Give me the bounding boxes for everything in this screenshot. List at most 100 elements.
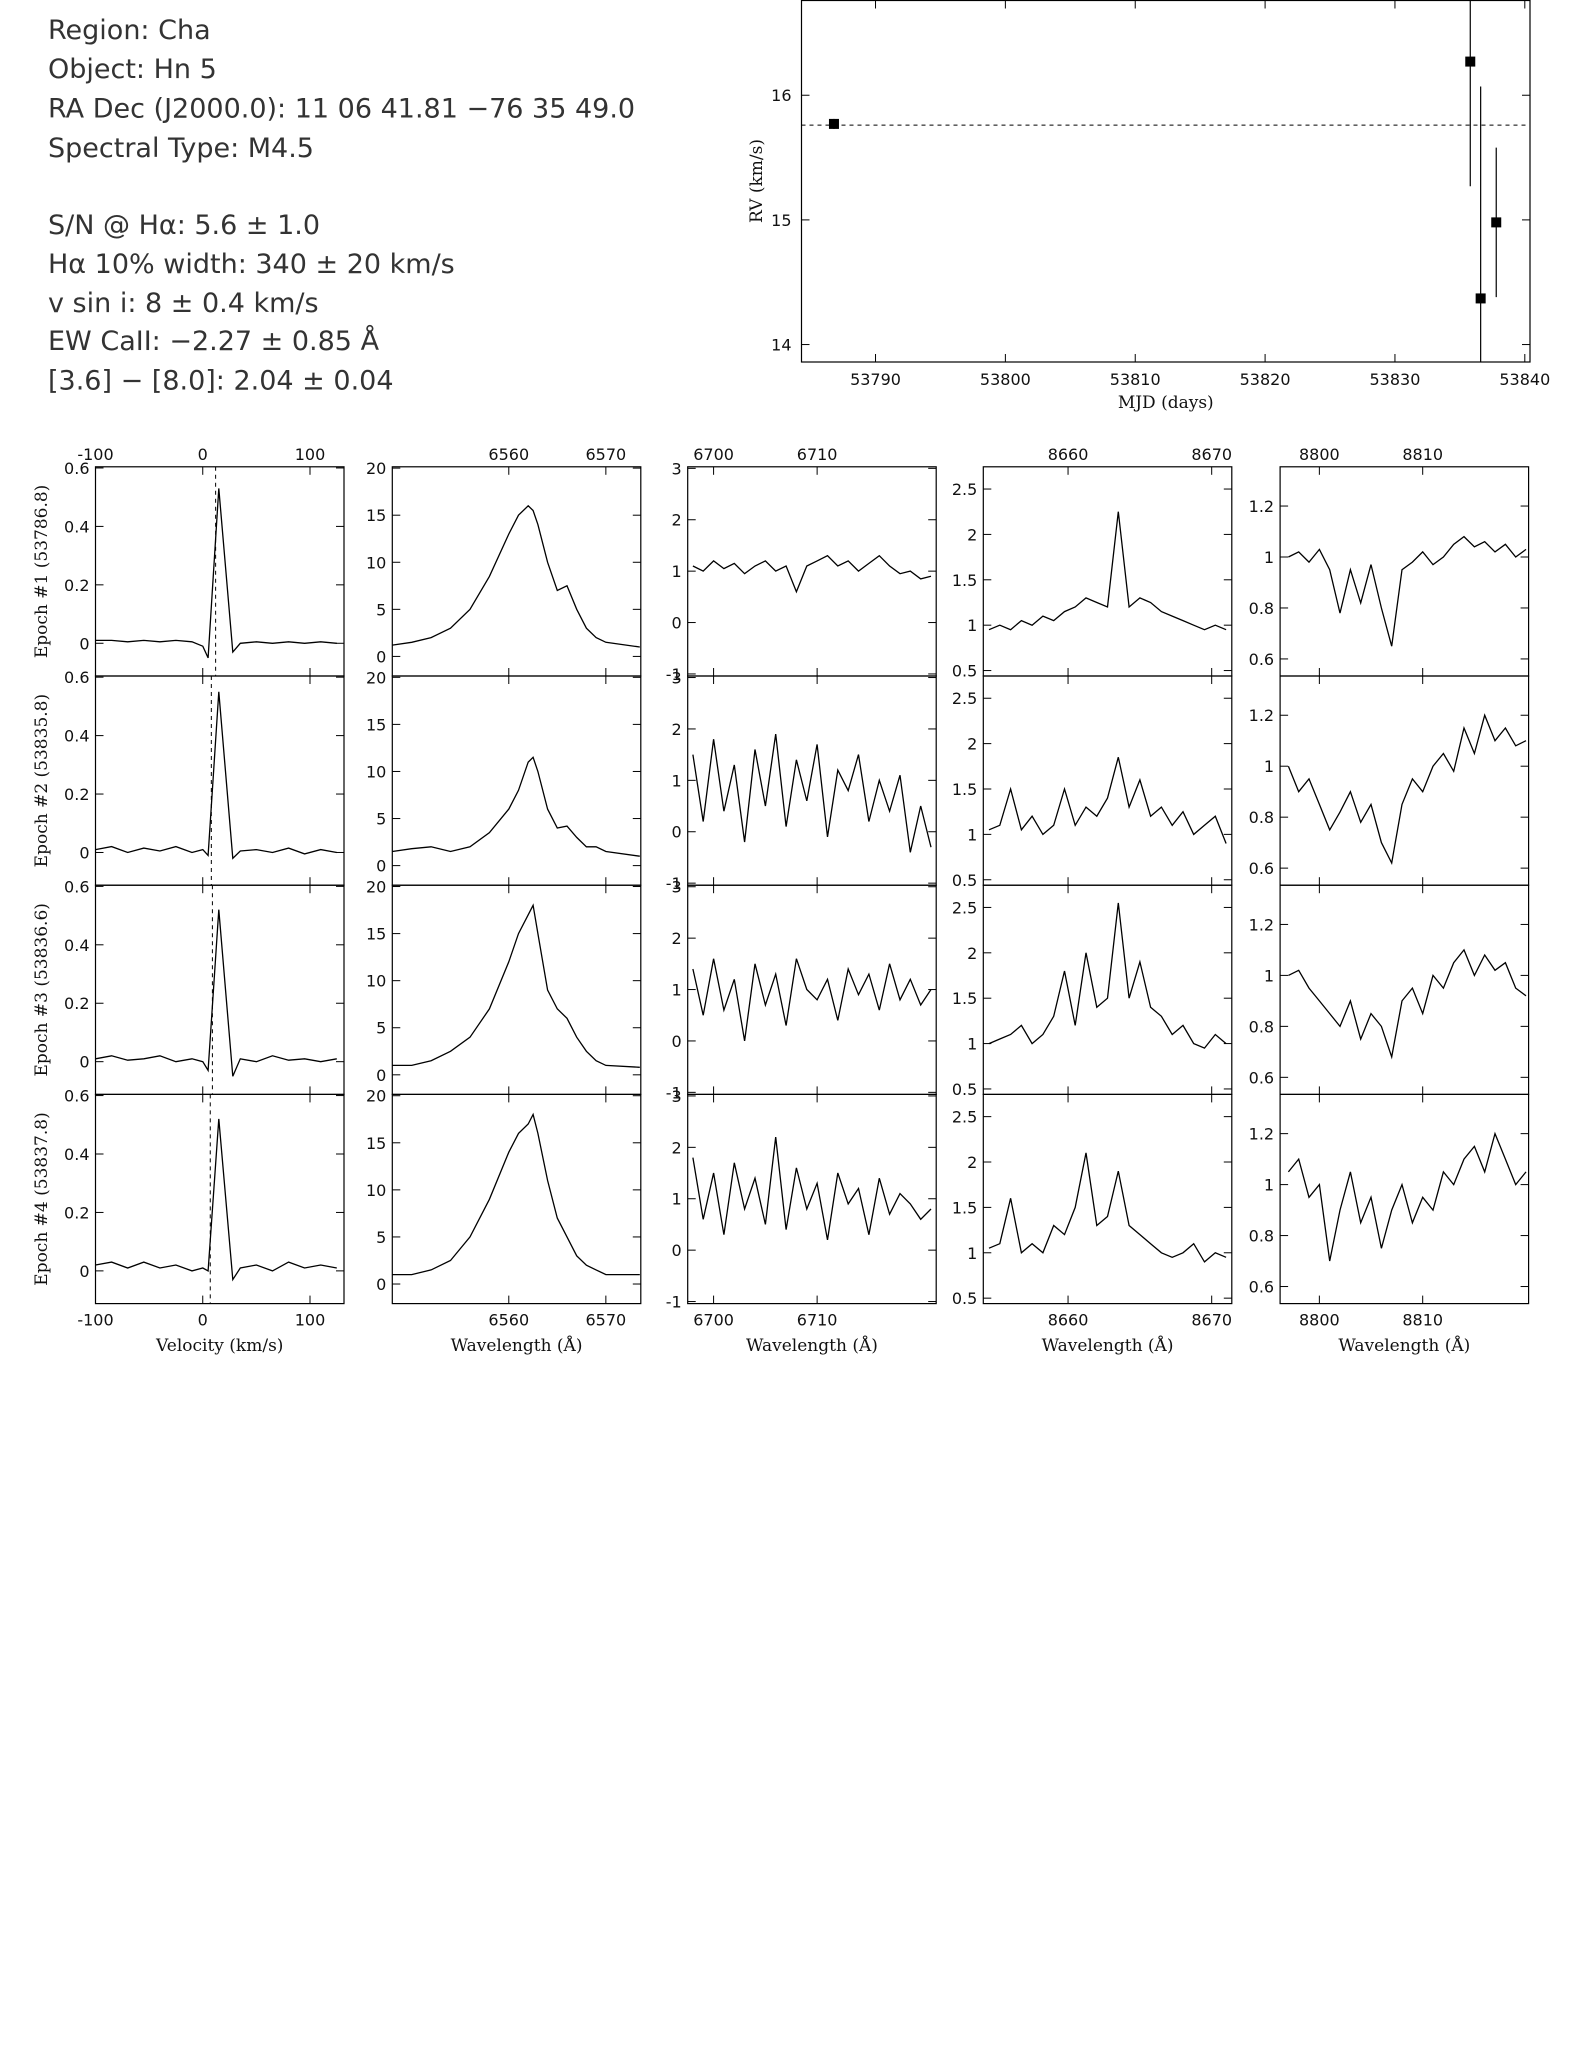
spectrum	[95, 909, 337, 1077]
data-point	[828, 118, 839, 129]
y-tick-label: 0	[79, 1262, 89, 1281]
y-tick-label: 14	[771, 336, 791, 355]
x-axis-label: Wavelength (Å)	[451, 1335, 583, 1356]
info-line: Hα 10% width: 340 ± 20 km/s	[48, 249, 455, 280]
y-tick-label: 0.8	[1249, 599, 1274, 618]
x-tick-label: 100	[295, 1311, 326, 1330]
y-tick-label: 0.6	[64, 459, 89, 478]
y-tick-label: 1	[967, 825, 977, 844]
y-tick-label: 0	[672, 614, 682, 633]
spectrum	[988, 757, 1227, 844]
x-tick-label: 8810	[1402, 445, 1443, 464]
x-axis-label: Wavelength (Å)	[1042, 1335, 1174, 1356]
y-axis-label: RV (km/s)	[747, 139, 767, 223]
info-line: RA Dec (J2000.0): 11 06 41.81 −76 35 49.…	[48, 94, 635, 125]
spectrum	[692, 1137, 932, 1241]
spectrum	[1287, 1131, 1527, 1262]
epoch-label: Epoch #3 (53836.6)	[32, 903, 52, 1076]
y-tick-label: 0.5	[952, 1289, 977, 1308]
x-tick-label: 53820	[1240, 370, 1291, 389]
x-tick-label: -100	[77, 445, 113, 464]
epoch-label: Epoch #2 (53835.8)	[32, 694, 52, 867]
y-tick-label: 0	[672, 823, 682, 842]
panel-frame	[391, 884, 642, 1096]
y-tick-label: 0	[376, 647, 386, 666]
y-tick-label: 20	[366, 878, 386, 897]
y-tick-label: 1.2	[1249, 497, 1274, 516]
y-tick-label: -1	[666, 1293, 682, 1312]
y-tick-label: 0.4	[64, 727, 89, 746]
y-tick-label: 0.8	[1249, 1227, 1274, 1246]
y-tick-label: 5	[376, 1228, 386, 1247]
data-point	[1465, 56, 1476, 67]
y-tick-label: 3	[672, 459, 682, 478]
y-tick-label: 1.5	[952, 1198, 977, 1217]
plot-frame	[800, 0, 1531, 363]
y-tick-label: 0.2	[64, 994, 89, 1013]
y-tick-label: 20	[366, 459, 386, 478]
y-tick-label: 0.5	[952, 1080, 977, 1099]
info-line: v sin i: 8 ± 0.4 km/s	[48, 288, 319, 319]
y-tick-label: 2	[967, 944, 977, 963]
y-tick-label: 0.8	[1249, 808, 1274, 827]
panel-frame	[391, 675, 642, 886]
panel-frame	[1279, 466, 1530, 677]
x-axis-label: MJD (days)	[1118, 393, 1214, 413]
x-tick-label: 8810	[1402, 1311, 1443, 1330]
y-tick-label: 10	[366, 972, 386, 991]
y-tick-label: 1	[967, 616, 977, 635]
y-tick-label: 16	[771, 86, 791, 105]
y-tick-label: 0	[672, 1241, 682, 1260]
y-tick-label: 0.6	[1249, 1068, 1274, 1087]
y-tick-label: 2	[672, 1138, 682, 1157]
y-tick-label: 1	[1264, 966, 1274, 985]
info-line: EW CaII: −2.27 ± 0.85 Å	[48, 325, 380, 357]
y-tick-label: 1	[1264, 1176, 1274, 1195]
spectrum	[95, 1118, 337, 1282]
y-tick-label: 1	[1264, 757, 1274, 776]
x-tick-label: 100	[295, 445, 326, 464]
spectrum	[392, 1112, 640, 1276]
y-tick-label: 2	[672, 720, 682, 739]
y-tick-label: 0	[79, 843, 89, 862]
x-tick-label: 8670	[1191, 1311, 1232, 1330]
y-tick-label: 1.2	[1249, 706, 1274, 725]
panel-frame	[982, 1093, 1233, 1305]
panel-frame	[982, 466, 1233, 677]
panel-frame	[391, 466, 642, 677]
y-tick-label: 2.5	[952, 898, 977, 917]
spectrum	[392, 756, 640, 857]
panel-frame	[982, 884, 1233, 1096]
y-tick-label: 0.6	[64, 668, 89, 687]
x-tick-label: 8660	[1048, 1311, 1089, 1330]
info-line: Region: Cha	[48, 15, 211, 46]
y-tick-label: 0.2	[64, 785, 89, 804]
spectrum	[692, 958, 932, 1042]
y-tick-label: 2	[672, 929, 682, 948]
y-tick-label: 2	[967, 735, 977, 754]
y-tick-label: 0.5	[952, 662, 977, 681]
x-tick-label: 6700	[693, 445, 734, 464]
info-line: Spectral Type: M4.5	[48, 133, 314, 164]
x-tick-label: 6710	[797, 445, 838, 464]
data-point	[1475, 293, 1486, 304]
y-tick-label: 1	[967, 1244, 977, 1263]
x-tick-label: 53810	[1110, 370, 1161, 389]
y-tick-label: 15	[366, 506, 386, 525]
data-point	[1491, 217, 1502, 228]
x-tick-label: 0	[198, 1311, 208, 1330]
spectrum	[692, 734, 932, 853]
y-tick-label: 5	[376, 600, 386, 619]
y-tick-label: 1	[672, 981, 682, 1000]
info-line: [3.6] − [8.0]: 2.04 ± 0.04	[48, 366, 394, 397]
y-tick-label: 2	[967, 525, 977, 544]
y-tick-label: 1.5	[952, 780, 977, 799]
y-tick-label: 3	[672, 669, 682, 688]
x-tick-label: 6570	[585, 1311, 626, 1330]
y-tick-label: 5	[376, 810, 386, 829]
y-tick-label: 0.4	[64, 1145, 89, 1164]
x-tick-label: 6700	[693, 1311, 734, 1330]
x-tick-label: 6560	[488, 445, 529, 464]
info-line: S/N @ Hα: 5.6 ± 1.0	[48, 210, 320, 241]
y-tick-label: 0.6	[64, 877, 89, 896]
